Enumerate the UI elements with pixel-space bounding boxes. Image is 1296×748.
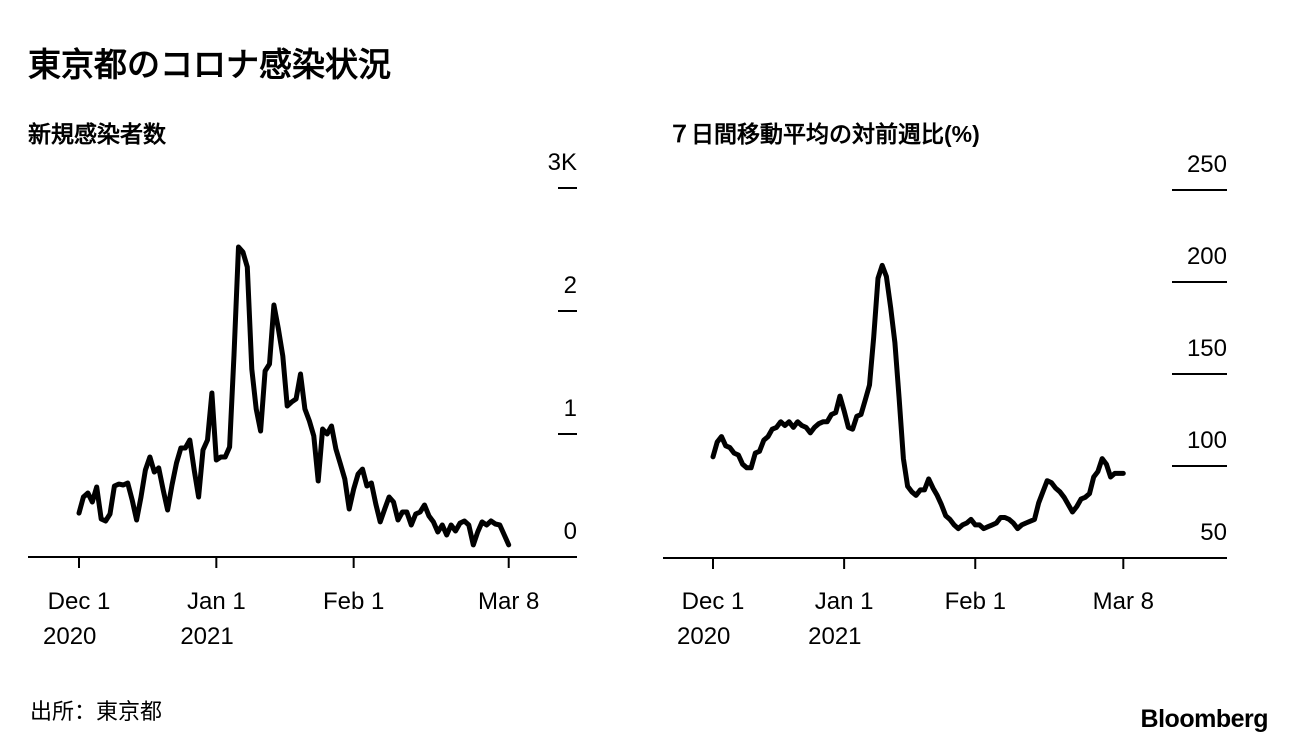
y-tick-label: 100	[1187, 427, 1227, 454]
y-tick-label: 2	[564, 272, 577, 299]
y-tick-label: 50	[1200, 519, 1227, 546]
y-axis: 50 100 150 200 250	[1172, 151, 1227, 546]
y-tick-label: 150	[1187, 335, 1227, 362]
x-tick-label: Mar 8	[478, 588, 539, 615]
x-tick-label: Feb 1	[323, 588, 384, 615]
x-axis: Dec 1 2020 Jan 1 2021 Feb 1 Mar 8	[677, 558, 1154, 650]
x-tick-label: Feb 1	[945, 588, 1006, 615]
x-tick-year-label: 2020	[43, 623, 96, 650]
data-line	[76, 244, 512, 548]
y-tick-label: 0	[564, 518, 577, 545]
x-tick-label: Mar 8	[1093, 588, 1154, 615]
bloomberg-logo: Bloomberg	[1140, 705, 1269, 733]
y-tick-label: 200	[1187, 243, 1227, 270]
x-axis: Dec 1 2020 Jan 1 2021 Feb 1 Mar 8	[43, 557, 539, 650]
chart-weekly-ratio: 50 100 150 200 250 Dec 1 2020 Jan 1 2021 Feb 1 Ma…	[663, 151, 1227, 650]
x-tick-label: Dec 1	[48, 588, 111, 615]
x-tick-label: Dec 1	[682, 588, 745, 615]
x-tick-year-label: 2021	[180, 623, 233, 650]
data-line	[710, 262, 1126, 532]
page-title: 東京都のコロナ感染状況	[28, 46, 391, 83]
x-tick-label: Jan 1	[187, 588, 246, 615]
x-tick-label: Jan 1	[815, 588, 874, 615]
y-tick-label: 1	[564, 395, 577, 422]
chart-title-new-cases: 新規感染者数	[28, 121, 166, 147]
chart-title-weekly-ratio: ７日間移動平均の対前週比(%)	[668, 121, 980, 147]
x-tick-year-label: 2020	[677, 623, 730, 650]
x-tick-year-label: 2021	[808, 623, 861, 650]
y-axis: 0 1 2 3K	[548, 149, 577, 545]
source-note: 出所：東京都	[30, 699, 163, 724]
chart-new-cases: 0 1 2 3K Dec 1 2020 Jan 1 2021 Feb 1 Mar 8	[28, 149, 577, 650]
y-tick-label: 3K	[548, 149, 577, 176]
y-tick-label: 250	[1187, 151, 1227, 178]
